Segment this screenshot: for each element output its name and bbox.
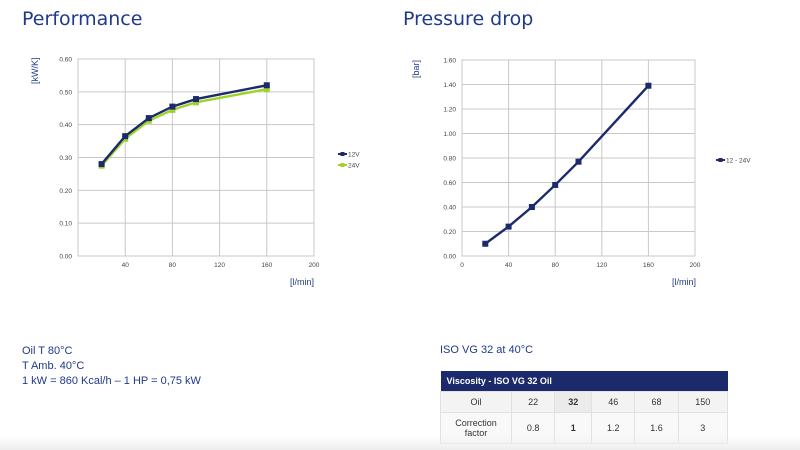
viscosity-table: Viscosity - ISO VG 32 Oil Oil 22 32 46 6… — [440, 371, 729, 444]
note-ambient-temp: T Amb. 40°C — [22, 360, 85, 372]
pressure-drop-title: Pressure drop — [403, 8, 534, 30]
performance-legend-label: 12V — [348, 152, 360, 159]
oil-value-cell: 68 — [634, 391, 679, 413]
performance-ytick-label: 0.40 — [59, 122, 72, 129]
performance-data-point — [193, 99, 199, 106]
pressure-drop-xtick-label: 0 — [460, 262, 464, 269]
performance-ytick-label: 0.00 — [59, 254, 72, 261]
performance-xtick-label: 160 — [261, 262, 272, 269]
performance-ytick-label: 0.20 — [59, 188, 72, 195]
row-label-oil: Oil — [440, 391, 512, 413]
table-row: Oil 22 32 46 68 150 — [440, 391, 729, 413]
oil-value-cell: 46 — [591, 391, 636, 413]
performance-xtick-label: 200 — [309, 262, 320, 269]
pressure-drop-series-line — [484, 84, 650, 245]
oil-value-cell: 150 — [677, 391, 729, 413]
performance-data-point — [98, 161, 105, 168]
performance-data-point — [169, 106, 176, 113]
performance-title: Performance — [22, 8, 143, 30]
performance-xtick-label: 80 — [169, 262, 177, 269]
performance-data-point — [263, 82, 270, 89]
performance-legend-marker — [340, 163, 345, 167]
pressure-drop-data-point — [505, 223, 512, 230]
pressure-drop-legend-label: 12 - 24V — [726, 158, 751, 165]
performance-xlabel: [l/min] — [290, 277, 315, 287]
performance-series-line — [100, 84, 268, 165]
performance-ytick-label: 0.10 — [59, 221, 72, 228]
performance-data-point — [193, 96, 199, 103]
performance-xtick-label: 40 — [122, 262, 130, 269]
pressure-drop-ytick-label: 0.20 — [443, 229, 456, 236]
pressure-drop-xtick-label: 200 — [690, 262, 701, 269]
operating-notes: Oil T 80°C T Amb. 40°C 1 kW = 860 Kcal/h… — [22, 344, 201, 389]
note-unit-conversion: 1 kW = 860 Kcal/h – 1 HP = 0,75 kW — [22, 375, 201, 387]
bottom-fade — [0, 436, 800, 450]
pressure-drop-data-point — [482, 240, 489, 247]
pressure-drop-xtick-label: 80 — [552, 262, 560, 269]
pressure-drop-ytick-label: 0.60 — [443, 180, 456, 187]
performance-series-line — [100, 88, 268, 167]
pressure-drop-data-point — [645, 82, 652, 89]
pressure-drop-ytick-label: 1.00 — [443, 131, 456, 138]
performance-data-point — [122, 133, 129, 140]
performance-ylabel: [kW/K] — [30, 57, 40, 85]
pressure-drop-xtick-label: 120 — [596, 262, 607, 269]
performance-ytick-label: 0.50 — [59, 89, 72, 96]
pressure-drop-ylabel: [bar] — [411, 59, 421, 78]
pressure-drop-ytick-label: 1.60 — [443, 58, 456, 65]
pressure-drop-ytick-label: 0.40 — [443, 205, 456, 212]
pressure-drop-ytick-label: 1.20 — [443, 107, 456, 114]
performance-legend-marker — [340, 152, 345, 156]
performance-ytick-label: 0.60 — [59, 57, 72, 64]
pressure-drop-ytick-label: 0.00 — [443, 254, 456, 261]
performance-legend-label: 24V — [348, 163, 360, 170]
pressure-drop-ytick-label: 0.80 — [443, 156, 456, 163]
performance-xtick-label: 120 — [214, 262, 225, 269]
pressure-drop-xtick-label: 160 — [643, 262, 654, 269]
pressure-drop-legend-marker — [718, 158, 723, 162]
pressure-drop-xtick-label: 40 — [505, 262, 513, 269]
pressure-drop-ytick-label: 1.40 — [443, 82, 456, 89]
performance-data-point — [145, 115, 152, 122]
oil-value-cell: 32 — [554, 391, 593, 413]
pressure-drop-xlabel: [l/min] — [672, 277, 697, 287]
pressure-drop-data-point — [528, 204, 535, 210]
viscosity-table-header: Viscosity - ISO VG 32 Oil — [440, 371, 728, 392]
performance-ytick-label: 0.30 — [59, 155, 72, 162]
performance-data-point — [263, 86, 270, 93]
viscosity-condition: ISO VG 32 at 40°C — [440, 344, 534, 356]
oil-value-cell: 22 — [510, 391, 556, 413]
performance-data-point — [169, 103, 176, 110]
pressure-drop-data-point — [575, 158, 582, 165]
note-oil-temp: Oil T 80°C — [22, 345, 73, 357]
pressure-drop-data-point — [552, 181, 559, 188]
